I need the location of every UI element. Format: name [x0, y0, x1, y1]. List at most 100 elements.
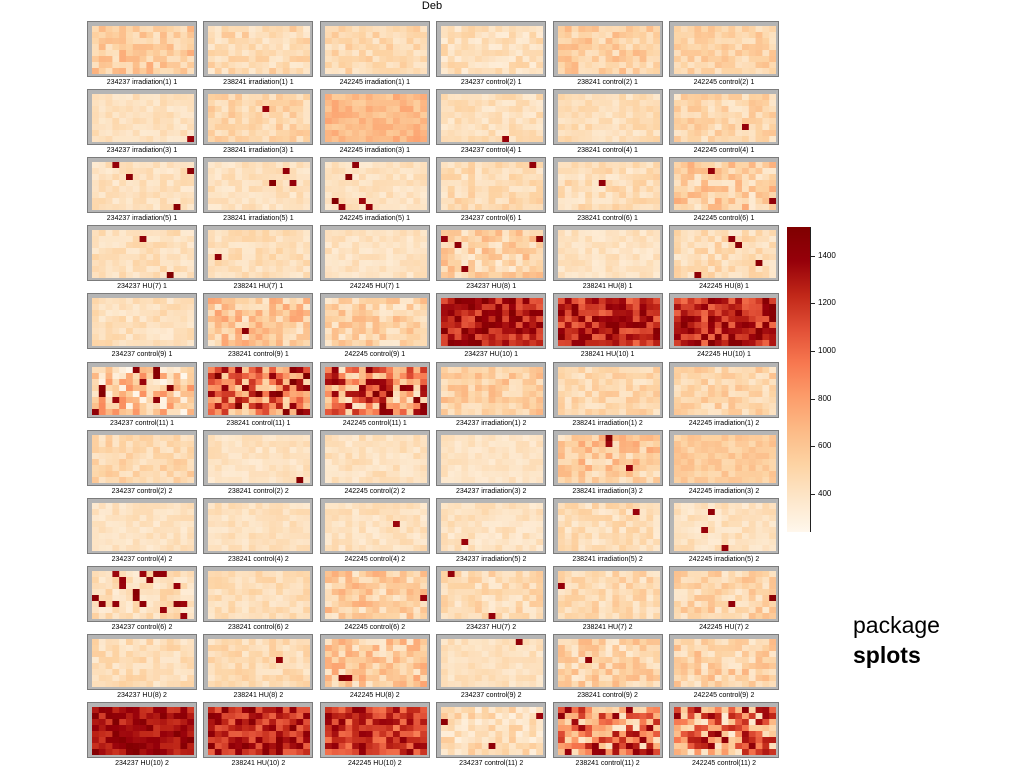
heatmap-cell: [721, 334, 729, 341]
heatmap-cell: [399, 168, 407, 175]
heatmap-cell: [249, 242, 257, 249]
heatmap-cell: [742, 340, 750, 347]
heatmap-cell: [529, 390, 537, 397]
heatmap-cell: [406, 272, 414, 279]
heatmap-cell: [577, 180, 586, 187]
heatmap-cell: [351, 446, 360, 453]
heatmap-cell: [269, 26, 277, 33]
heatmap-cell: [379, 106, 387, 113]
heatmap-cell: [331, 62, 339, 69]
heatmap-cell: [632, 50, 640, 57]
heatmap-cell: [249, 106, 257, 113]
heatmap-cell: [598, 402, 606, 409]
heatmap-cell: [708, 334, 716, 341]
heatmap-cell: [639, 124, 647, 131]
heatmap-cell: [392, 464, 400, 471]
heatmap-cell: [598, 266, 606, 273]
heatmap-cell: [475, 260, 483, 267]
heatmap-cell: [488, 248, 496, 255]
heatmap-cell: [283, 322, 291, 329]
heatmap-cell: [577, 186, 586, 193]
heatmap-cell: [166, 396, 174, 403]
heatmap-cell: [406, 340, 414, 347]
heatmap-cell: [249, 322, 257, 329]
heatmap-cell: [119, 434, 127, 441]
heatmap-cell: [392, 254, 400, 261]
heatmap-cell: [249, 50, 257, 57]
heatmap-cell: [564, 94, 572, 101]
heatmap-cell: [92, 340, 100, 347]
heatmap-cell: [502, 56, 510, 63]
heatmap-cell: [742, 198, 750, 205]
heatmap-cell: [536, 38, 544, 45]
heatmap-cell: [632, 402, 640, 409]
heatmap-cell: [358, 384, 366, 391]
heatmap-cell: [399, 56, 407, 63]
panel-caption: 234237 control(11) 1: [109, 419, 175, 427]
heatmap-cell: [351, 378, 360, 385]
heatmap-cell: [324, 384, 332, 391]
panel-caption: 242245 HU(7) 1: [349, 283, 400, 291]
heatmap-cell: [687, 384, 695, 391]
heatmap-cell: [173, 100, 181, 107]
heatmap-cell: [303, 94, 311, 101]
heatmap-cell: [372, 136, 380, 143]
heatmap-cell: [591, 198, 599, 205]
heatmap-cell: [721, 272, 729, 279]
heatmap-cell: [639, 254, 647, 261]
heatmap-cell: [385, 62, 394, 69]
heatmap-cell: [708, 136, 716, 143]
heatmap-cell: [139, 260, 147, 267]
heatmap-cell: [447, 180, 456, 187]
heatmap-cell: [228, 440, 236, 447]
heatmap-cell: [515, 248, 524, 255]
heatmap-cell: [289, 174, 298, 181]
heatmap-plate: [557, 94, 660, 143]
heatmap-cell: [235, 322, 243, 329]
heatmap-cell: [515, 390, 524, 397]
heatmap-cell: [180, 310, 188, 317]
heatmap-cell: [509, 434, 517, 441]
heatmap-cell: [687, 396, 695, 403]
heatmap-cell: [735, 44, 743, 51]
heatmap-cell: [674, 198, 682, 205]
heatmap-cell: [687, 372, 695, 379]
heatmap-cell: [379, 266, 387, 273]
heatmap-cell: [262, 372, 270, 379]
heatmap-cell: [468, 68, 476, 74]
heatmap-cell: [283, 204, 291, 211]
heatmap-cell: [345, 106, 353, 113]
heatmap-cell: [522, 340, 530, 347]
heatmap-cell: [406, 304, 414, 311]
heatmap-cell: [611, 236, 620, 243]
heatmap-cell: [419, 408, 427, 415]
heatmap-cell: [461, 408, 469, 415]
heatmap-cell: [296, 304, 304, 311]
heatmap-cell: [674, 180, 682, 187]
heatmap-cell: [303, 204, 311, 211]
heatmap-cell: [447, 476, 456, 483]
heatmap-cell: [598, 378, 606, 385]
heatmap-cell: [139, 56, 147, 63]
heatmap-cell: [454, 434, 462, 441]
heatmap-cell: [126, 124, 134, 131]
heatmap-cell: [564, 328, 572, 335]
heatmap-panel: [87, 361, 197, 418]
heatmap-cell: [92, 470, 100, 477]
heatmap-cell: [632, 26, 640, 33]
heatmap-cell: [536, 316, 544, 323]
heatmap-cell: [283, 180, 291, 187]
heatmap-cell: [419, 266, 427, 273]
heatmap-cell: [249, 340, 257, 347]
heatmap-cell: [728, 186, 736, 193]
heatmap-cell: [180, 198, 188, 205]
heatmap-cell: [119, 68, 127, 74]
heatmap-cell: [577, 396, 586, 403]
heatmap-cell: [166, 378, 174, 385]
heatmap-cell: [611, 162, 620, 169]
heatmap-cell: [221, 446, 230, 453]
heatmap-cell: [119, 162, 127, 169]
heatmap-cell: [461, 464, 469, 471]
heatmap-panel: [669, 361, 779, 418]
heatmap-cell: [215, 298, 223, 305]
